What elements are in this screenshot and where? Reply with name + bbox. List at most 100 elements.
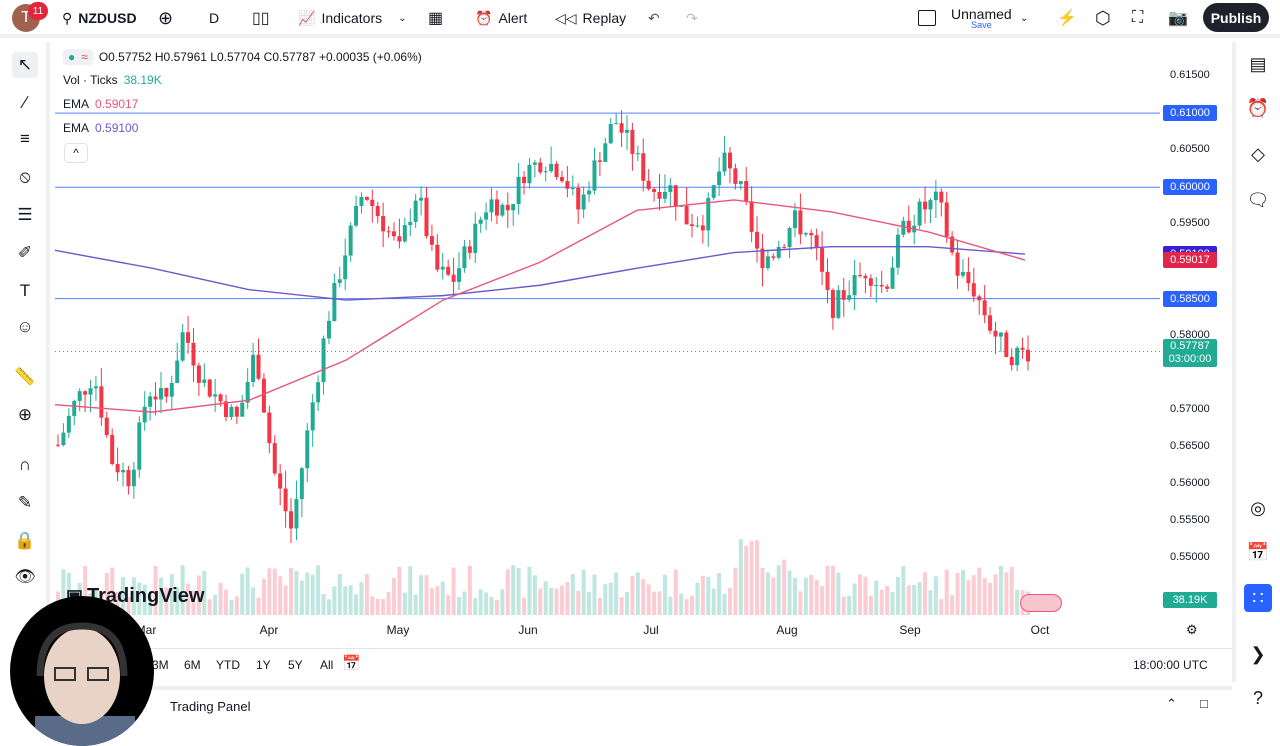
candle [413,200,418,222]
fullscreen-button[interactable]: ⛶ [1132,0,1143,36]
indicators-button[interactable]: 📈 Indicators ⌄ [298,0,407,36]
layout-menu-button[interactable]: ⌄ [1020,0,1028,36]
lock-drawing-icon[interactable]: ✎ [17,493,33,512]
quick-search-button[interactable]: ⚡ [1057,0,1077,36]
calendar-icon[interactable]: 📅 [1246,541,1270,562]
price-badge-line_585: 0.58500 [1163,290,1217,307]
market-status[interactable]: ● ≈ [63,49,93,65]
apps-grid-icon[interactable]: ∷ [1244,584,1272,612]
chat-icon[interactable]: 🗨 [1246,189,1270,210]
snapshot-button[interactable]: 📷 [1168,0,1188,36]
magnet-icon[interactable]: ∩ [18,455,32,474]
candle [852,275,857,296]
candle [895,234,900,268]
layout-checkbox[interactable] [918,0,936,36]
candle [966,272,971,284]
volume-bar [749,541,754,615]
candle [755,231,760,249]
candle [115,463,120,473]
candle [619,123,624,133]
target-icon[interactable]: ◎ [1250,497,1266,518]
cursor-icon[interactable]: ↖ [12,52,38,78]
chart-type-button[interactable]: ▯▯ [252,0,270,36]
candle [733,168,738,184]
templates-button[interactable]: ▦ [428,0,443,36]
candle [381,216,386,232]
candle [153,396,158,400]
price-chart[interactable] [0,0,1280,720]
brush-icon[interactable]: ✐ [17,243,33,262]
text-icon[interactable]: T [19,281,31,300]
candle [467,246,472,253]
forecast-icon[interactable]: ☰ [17,205,33,224]
chevron-down-icon: ⌄ [1020,12,1029,24]
trading-panel-tab[interactable]: Trading Panel [170,699,251,714]
volume-bar [950,595,955,615]
fib-lines-icon[interactable]: ≡ [20,129,30,148]
interval-button[interactable]: D [209,10,220,26]
maximize-icon[interactable]: □ [1200,696,1208,711]
drawing-toolbar: ↖ ∕ ≡ ⦸ ☰ ✐ T ☺ 📏 ⊕ ∩ ✎ 🔒 👁 [0,42,50,642]
redo-button[interactable]: ↷ [686,0,698,36]
volume-bar [543,581,548,615]
zoom-icon[interactable]: ⊕ [17,405,33,424]
volume-bar [587,592,592,615]
candle [229,406,234,418]
undo-button[interactable]: ↶ [648,0,660,36]
ema-value: 0.59017 [95,97,139,111]
layers-icon[interactable]: ◇ [1251,143,1265,164]
save-link[interactable]: Save [971,19,992,30]
layout-name[interactable]: Unnamed Save [951,0,1012,36]
alarm-clock-icon[interactable]: ⏰ [1246,97,1270,118]
candle [104,417,109,435]
range-ytd[interactable]: YTD [216,658,240,672]
price-tick-label: 0.55500 [1170,514,1210,527]
signal-icon[interactable]: ❯ [1250,643,1266,664]
ema-slow-legend[interactable]: EMA 0.59100 [63,121,138,135]
redo-icon: ↷ [686,9,698,26]
volume-bar [917,582,922,615]
help-icon[interactable]: ? [1252,687,1263,708]
chevron-up-icon[interactable]: ⌃ [1166,696,1177,711]
volume-legend[interactable]: Vol · Ticks 38.19K [63,73,162,87]
lock-icon[interactable]: 🔒 [14,531,36,550]
volume-bar [446,595,451,615]
candle [251,354,256,382]
range-3m[interactable]: 3M [152,658,169,672]
candle [543,171,548,173]
trend-line-icon[interactable]: ∕ [23,93,27,112]
range-all[interactable]: All [320,658,334,672]
candle [234,406,239,417]
publish-button[interactable]: Publish [1203,3,1269,32]
candle [440,266,445,270]
timezone-button[interactable]: 18:00:00 UTC [1133,658,1208,672]
volume-bar [771,577,776,615]
approx-icon: ≈ [81,50,88,64]
axis-settings-icon[interactable]: ⚙ [1186,622,1198,637]
volume-bar [121,577,126,615]
ruler-icon[interactable]: 📏 [14,367,36,386]
range-6m[interactable]: 6M [184,658,201,672]
compare-button[interactable]: ⊕ [158,0,173,36]
eye-icon[interactable]: 👁 [14,567,36,586]
pattern-icon[interactable]: ⦸ [19,167,31,186]
settings-button[interactable]: ⬡ [1095,0,1111,36]
emoji-icon[interactable]: ☺ [16,317,34,336]
volume-bar [186,583,191,615]
replay-button[interactable]: ◁◁ Replay [555,0,626,36]
goto-date-icon[interactable]: 📅 [342,655,361,672]
volume-bar [933,576,938,615]
collapse-legend-button[interactable]: ^ [64,143,88,163]
range-1y[interactable]: 1Y [256,658,271,672]
symbol-search[interactable]: ⚲ NZDUSD [62,0,137,36]
alert-button[interactable]: ⏰ Alert [475,0,527,36]
volume-bar [706,576,711,615]
range-5y[interactable]: 5Y [288,658,303,672]
candle [261,378,266,413]
watchlist-icon[interactable]: ▤ [1249,53,1267,74]
volume-bar [868,595,873,615]
ema-fast-legend[interactable]: EMA 0.59017 [63,97,138,111]
candle [61,432,66,445]
events-flag-icon[interactable] [1020,594,1062,612]
last-price: 0.57787 [1170,340,1210,353]
